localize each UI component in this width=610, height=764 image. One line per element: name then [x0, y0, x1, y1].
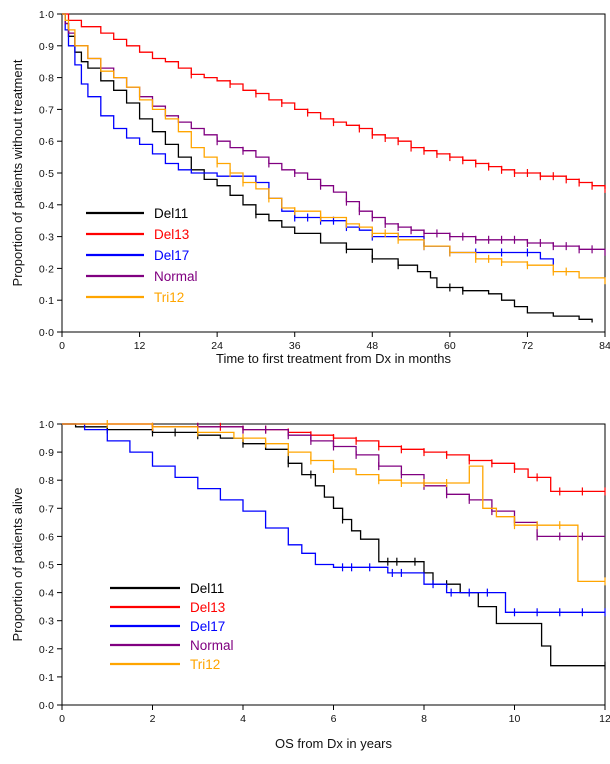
series-tri12: [62, 13, 606, 285]
legend-label: Tri12: [154, 290, 184, 305]
y-tick-label: 0·0: [39, 700, 54, 712]
y-tick-label: 0·9: [39, 447, 54, 459]
y-tick-label: 0·1: [39, 672, 54, 684]
legend-item-del13: Del13: [110, 600, 225, 615]
legend-label: Del17: [154, 248, 189, 263]
series-del13: [62, 422, 606, 496]
legend-label: Del13: [190, 600, 225, 615]
x-tick-label: 48: [366, 340, 378, 352]
series-line-del17: [62, 423, 605, 613]
y-tick-label: 0·3: [39, 616, 54, 628]
y-tick-label: 0·5: [39, 168, 54, 180]
legend-label: Del17: [190, 619, 225, 634]
y-tick-label: 0·7: [39, 503, 54, 515]
series-line-del13: [62, 13, 606, 189]
y-tick-label: 0·3: [39, 232, 54, 244]
y-tick-label: 1·0: [39, 419, 54, 431]
series-tri12: [62, 420, 606, 586]
legend-item-del13: Del13: [86, 227, 189, 242]
legend-label: Del11: [154, 206, 188, 221]
x-tick-label: 72: [522, 340, 534, 352]
series-del17: [62, 13, 554, 266]
y-tick-label: 0·8: [39, 475, 54, 487]
legend-item-tri12: Tri12: [86, 290, 184, 305]
legend: Del11 Del13 Del17 Normal Tri12: [86, 206, 198, 305]
y-tick-label: 1·0: [39, 9, 54, 21]
y-tick-label: 0·0: [39, 327, 54, 339]
series-del17: [62, 423, 606, 617]
x-tick-label: 12: [134, 340, 146, 352]
legend-item-del17: Del17: [86, 248, 189, 263]
y-tick-label: 0·8: [39, 73, 54, 85]
ttft-panel: 0 12 24 36 48 60 72 84 0·0 0·1 0·2 0·3 0·4 0·5 0·6 0·7 0…: [10, 9, 610, 366]
series-line-tri12: [62, 13, 606, 285]
series-line-del11: [62, 423, 605, 667]
os-panel: 0 2 4 6 8 10 12 0·0 0·1 0·2 0·3 0·4 0·5 0·6 0·7 0·8 0·9 1…: [10, 419, 610, 751]
legend-label: Normal: [154, 269, 198, 284]
y-tick-label: 0·9: [39, 41, 54, 53]
series-line-del17: [62, 13, 554, 266]
legend-item-del11: Del11: [86, 206, 188, 221]
x-axis-title: OS from Dx in years: [275, 736, 393, 751]
y-tick-label: 0·5: [39, 560, 54, 572]
x-tick-label: 36: [289, 340, 301, 352]
y-tick-label: 0·2: [39, 263, 54, 275]
legend-item-normal: Normal: [110, 638, 234, 653]
legend-label: Del13: [154, 227, 189, 242]
x-tick-label: 2: [150, 713, 156, 725]
y-tick-label: 0·4: [39, 588, 54, 600]
x-tick-label: 12: [599, 713, 610, 725]
x-tick-label: 24: [211, 340, 223, 352]
legend-label: Tri12: [190, 657, 220, 672]
x-tick-label: 84: [599, 340, 610, 352]
x-tick-label: 10: [509, 713, 521, 725]
x-tick-label: 60: [444, 340, 456, 352]
legend-label: Del11: [190, 581, 224, 596]
legend-item-del17: Del17: [110, 619, 225, 634]
x-tick-label: 0: [59, 340, 65, 352]
series-normal: [62, 422, 605, 541]
y-axis-title: Proportion of patients without treatment: [10, 59, 25, 286]
y-tick-label: 0·6: [39, 136, 54, 148]
x-tick-label: 8: [421, 713, 427, 725]
series-line-tri12: [62, 423, 605, 583]
series-del11: [62, 13, 593, 323]
series-del13: [62, 13, 606, 193]
legend-item-tri12: Tri12: [110, 657, 220, 672]
x-tick-label: 4: [240, 713, 246, 725]
x-tick-label: 6: [331, 713, 337, 725]
legend-item-del11: Del11: [110, 581, 224, 596]
y-axis-title: Proportion of patients alive: [10, 488, 25, 642]
x-axis-title: Time to first treatment from Dx in month…: [216, 351, 452, 366]
y-tick-label: 0·6: [39, 531, 54, 543]
y-tick-label: 0·4: [39, 200, 54, 212]
x-tick-label: 0: [59, 713, 65, 725]
legend: Del11 Del13 Del17 Normal Tri12: [110, 581, 234, 672]
y-tick-label: 0·1: [39, 295, 54, 307]
legend-label: Normal: [190, 638, 234, 653]
legend-item-normal: Normal: [86, 269, 198, 284]
y-tick-label: 0·7: [39, 104, 54, 116]
series-line-normal: [62, 423, 605, 538]
y-tick-label: 0·2: [39, 644, 54, 656]
